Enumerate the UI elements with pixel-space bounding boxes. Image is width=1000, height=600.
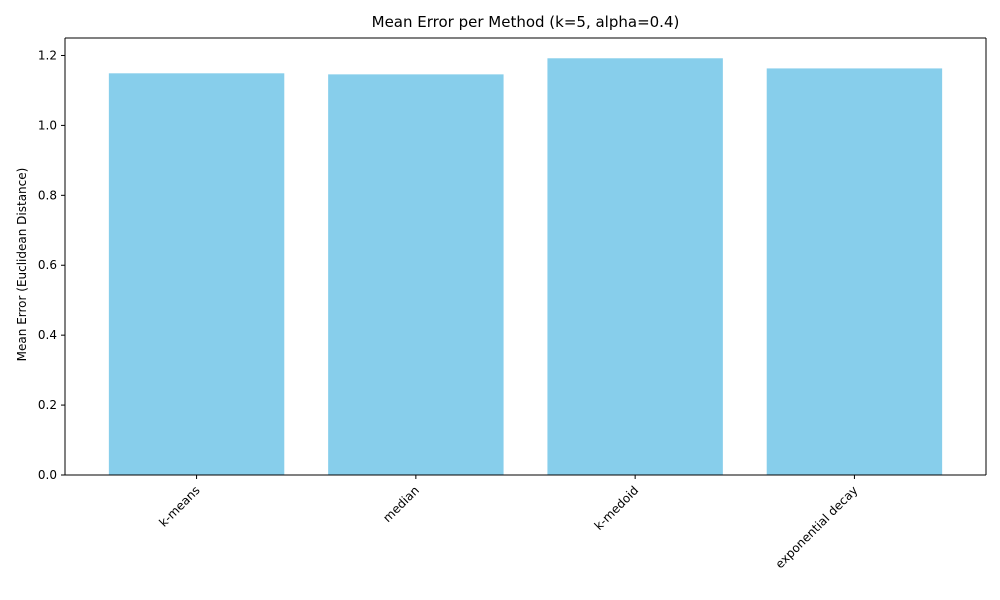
- y-axis-ticks: 0.0 0.2 0.4 0.6 0.8 1.0 1.2: [38, 48, 65, 482]
- x-axis-ticks: k-means median k-medoid exponential decay: [156, 475, 861, 571]
- y-tick-label: 1.2: [38, 48, 57, 62]
- y-axis-label: Mean Error (Euclidean Distance): [15, 168, 29, 362]
- bar-k-medoid: [547, 58, 723, 476]
- x-tick-label: k-medoid: [592, 483, 642, 533]
- x-tick-label: exponential decay: [773, 483, 861, 571]
- y-tick-label: 1.0: [38, 118, 57, 132]
- y-tick-label: 0.6: [38, 258, 57, 272]
- x-tick-label: k-means: [156, 483, 202, 529]
- bar-exponential-decay: [766, 68, 943, 476]
- y-tick-label: 0.2: [38, 398, 57, 412]
- bars-group: [108, 58, 943, 476]
- chart-title: Mean Error per Method (k=5, alpha=0.4): [372, 13, 680, 31]
- y-tick-label: 0.0: [38, 468, 57, 482]
- y-tick-label: 0.4: [38, 328, 57, 342]
- axes-frame: [64, 37, 987, 476]
- bar-k-means: [108, 73, 285, 475]
- x-tick-label: median: [380, 483, 422, 525]
- bar-median: [328, 74, 504, 475]
- y-tick-label: 0.8: [38, 188, 57, 202]
